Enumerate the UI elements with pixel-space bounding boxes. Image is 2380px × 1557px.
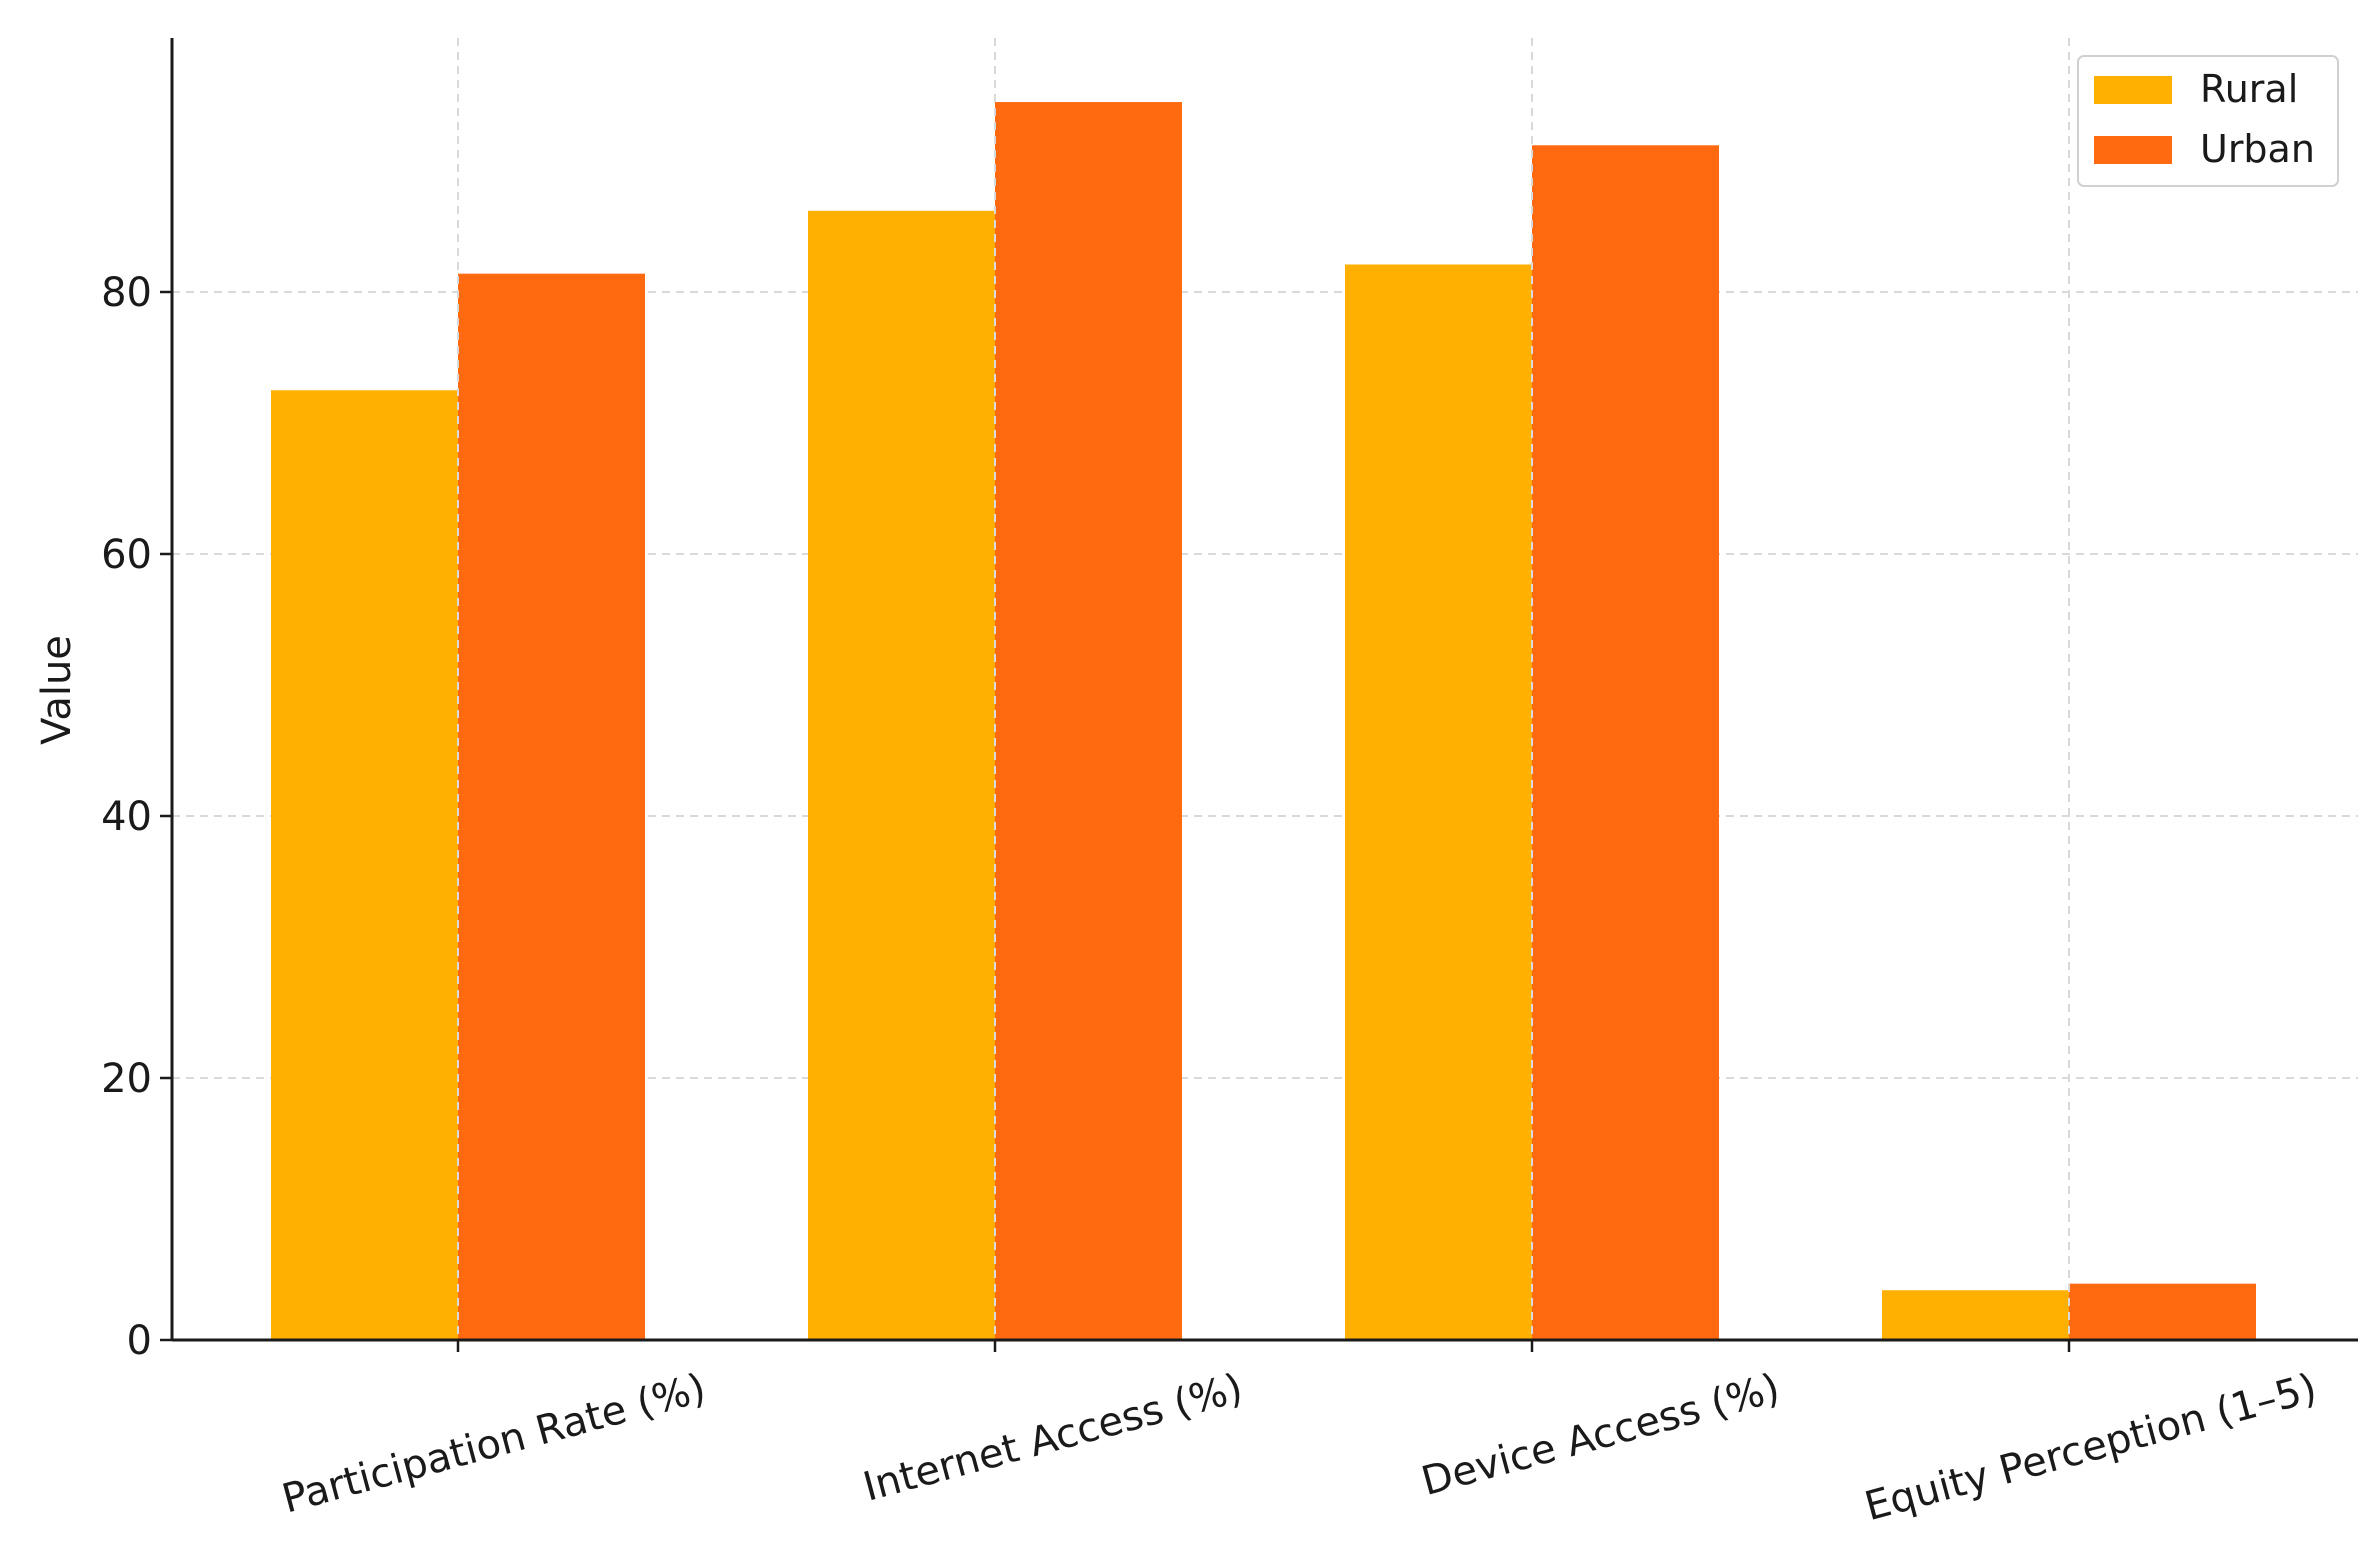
y-tick-label: 60 [101, 532, 152, 578]
bar-rural [1345, 264, 1532, 1340]
bar-urban [458, 273, 645, 1340]
legend-swatch-rural [2094, 76, 2172, 104]
x-tick-label: Internet Access (%) [859, 1365, 1248, 1510]
bar-urban [2069, 1283, 2256, 1340]
bars-layer [271, 38, 2256, 1340]
y-tick-label: 0 [127, 1318, 152, 1364]
bar-urban [995, 102, 1182, 1340]
x-tick-label: Device Access (%) [1417, 1365, 1785, 1505]
y-axis-label: Value [34, 635, 80, 745]
legend: Rural Urban [2077, 55, 2339, 187]
bar-rural [1882, 1290, 2069, 1340]
y-tick-label: 40 [101, 794, 152, 840]
x-tick-label: Participation Rate (%) [277, 1365, 710, 1522]
bar-urban [1532, 145, 1719, 1340]
bar-rural [808, 210, 995, 1340]
x-tick-label: Equity Perception (1–5) [1860, 1365, 2322, 1530]
axes-layer [170, 38, 2358, 1342]
legend-label-rural: Rural [2200, 67, 2298, 111]
legend-label-urban: Urban [2200, 127, 2315, 171]
y-tick-label: 20 [101, 1056, 152, 1102]
bar-rural [271, 390, 458, 1340]
y-tick-label: 80 [101, 270, 152, 316]
legend-swatch-urban [2094, 136, 2172, 164]
